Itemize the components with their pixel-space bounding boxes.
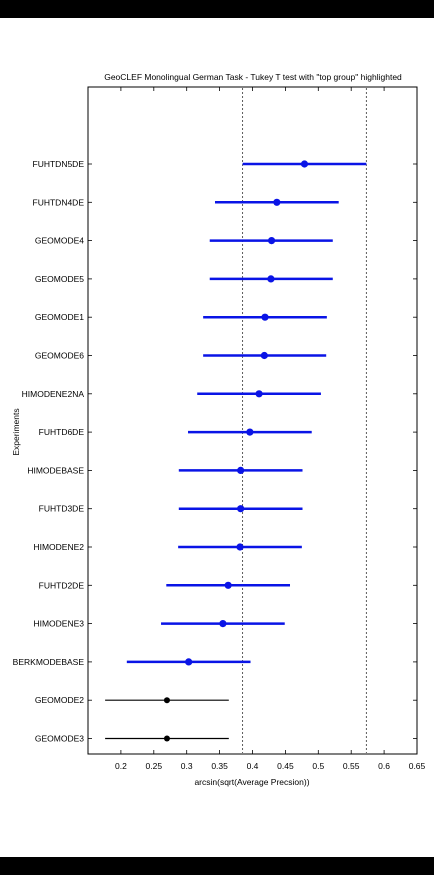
experiment-label: GEOMODE2: [35, 695, 84, 705]
experiment-label: FUHTD6DE: [39, 427, 85, 437]
x-tick-label: 0.5: [312, 761, 324, 771]
x-tick-label: 0.25: [146, 761, 163, 771]
mean-marker-himodene2: [236, 543, 244, 551]
experiment-label: HIMODENE3: [33, 619, 84, 629]
x-tick-label: 0.6: [378, 761, 390, 771]
mean-marker-fuhtd6de: [246, 428, 254, 436]
mean-marker-fuhtdn4de: [273, 198, 281, 206]
x-tick-label: 0.4: [247, 761, 259, 771]
experiment-label: FUHTD2DE: [39, 580, 85, 590]
mean-marker-geomode1: [261, 313, 269, 321]
experiment-label: GEOMODE1: [35, 312, 84, 322]
mean-marker-fuhtd2de: [224, 581, 232, 589]
mean-marker-geomode6: [260, 351, 268, 360]
mean-marker-geomode3: [163, 735, 170, 742]
experiment-label: FUHTDN5DE: [33, 159, 85, 169]
mean-marker-fuhtd3de: [237, 505, 245, 513]
x-tick-label: 0.3: [181, 761, 193, 771]
mean-marker-himodebase: [237, 466, 245, 474]
experiment-label: GEOMODE6: [35, 351, 84, 361]
experiment-label: HIMODENE2: [33, 542, 84, 552]
x-axis-label: arcsin(sqrt(Average Precsion)): [194, 777, 309, 787]
plot-frame: [87, 86, 418, 755]
x-tick-label: 0.55: [343, 761, 360, 771]
x-tick-label: 0.35: [211, 761, 228, 771]
y-axis-label: Experiments: [11, 408, 21, 455]
x-tick-label: 0.45: [277, 761, 294, 771]
mean-marker-geomode2: [163, 697, 170, 704]
mean-marker-himodene2na: [255, 390, 263, 398]
x-tick-label: 0.2: [115, 761, 127, 771]
mean-marker-himodene3: [219, 620, 227, 628]
mean-marker-geomode5: [267, 275, 275, 283]
experiment-label: GEOMODE5: [35, 274, 84, 284]
chart-title: GeoCLEF Monolingual German Task - Tukey …: [104, 72, 402, 82]
top-black-band: [0, 0, 434, 18]
mean-marker-geomode4: [267, 237, 276, 245]
experiment-label: HIMODEBASE: [27, 465, 84, 475]
mean-marker-berkmodebase: [185, 658, 193, 666]
mean-marker-fuhtdn5de: [300, 160, 309, 168]
bottom-black-band: [0, 857, 434, 875]
experiment-label: FUHTDN4DE: [33, 197, 85, 207]
x-tick-label: 0.65: [409, 761, 426, 771]
experiment-label: GEOMODE4: [35, 236, 84, 246]
experiment-label: FUHTD3DE: [39, 504, 85, 514]
experiment-label: HIMODENE2NA: [22, 389, 85, 399]
experiment-label: GEOMODE3: [35, 734, 84, 744]
experiment-label: BERKMODEBASE: [13, 657, 85, 667]
